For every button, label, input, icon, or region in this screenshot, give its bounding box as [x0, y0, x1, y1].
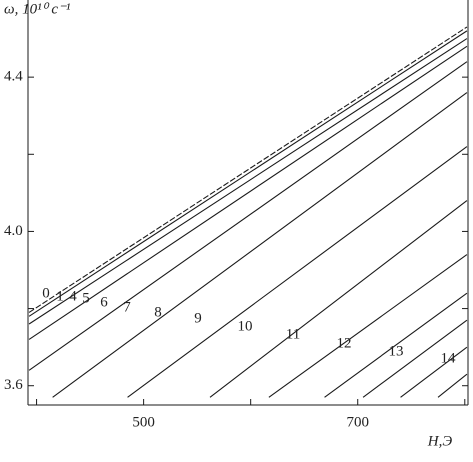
series-label: 9 — [194, 310, 202, 326]
series-line — [268, 254, 468, 398]
series-line — [28, 26, 468, 313]
series-label: 4 — [69, 288, 77, 304]
series-label: 13 — [389, 343, 404, 359]
x-axis-label: H,Э — [427, 433, 453, 449]
series-line — [324, 292, 468, 398]
series-line — [127, 146, 468, 398]
series-line — [28, 38, 468, 325]
series-line — [28, 61, 468, 371]
series-label: 1 — [56, 288, 64, 304]
series-line — [437, 373, 468, 398]
series-line — [209, 200, 468, 398]
series-label: 10 — [238, 318, 253, 334]
series-label: 7 — [123, 299, 131, 315]
series-line — [28, 30, 468, 317]
series-label: 8 — [154, 304, 162, 320]
series-label: 14 — [441, 350, 457, 366]
series-line — [362, 319, 468, 398]
series-label: 6 — [100, 294, 108, 310]
y-axis-label: ω, 10¹⁰ c⁻¹ — [4, 1, 71, 17]
y-tick-label: 4.0 — [4, 223, 23, 239]
x-tick-label: 700 — [346, 414, 369, 430]
series-label: 0 — [42, 285, 50, 301]
y-tick-label: 3.6 — [4, 377, 23, 393]
y-tick-label: 4.4 — [4, 69, 23, 85]
x-tick-label: 500 — [132, 414, 155, 430]
series-line — [28, 45, 468, 340]
series-line — [400, 346, 468, 398]
series-label: 12 — [337, 335, 352, 351]
series-label: 5 — [82, 290, 90, 306]
series-label: 11 — [286, 326, 300, 342]
series-line — [52, 92, 468, 398]
